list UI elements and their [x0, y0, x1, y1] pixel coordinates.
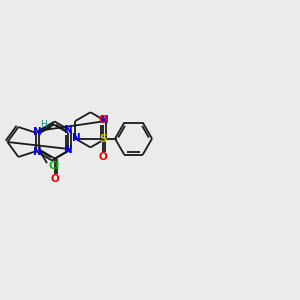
Text: O: O: [50, 174, 59, 184]
Text: N: N: [33, 127, 41, 137]
Text: N: N: [100, 115, 109, 125]
Text: H: H: [40, 120, 47, 129]
Text: Cl: Cl: [48, 161, 60, 171]
Text: N: N: [64, 125, 73, 135]
Text: N: N: [33, 147, 41, 157]
Text: N: N: [64, 145, 73, 155]
Text: O: O: [99, 115, 107, 125]
Text: O: O: [99, 152, 107, 162]
Text: N: N: [72, 133, 81, 142]
Text: S: S: [99, 134, 107, 144]
